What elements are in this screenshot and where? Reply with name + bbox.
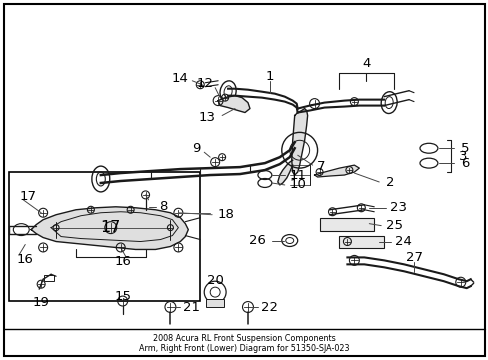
Text: 1: 1	[265, 70, 274, 83]
Bar	[339, 235, 384, 248]
Text: 26: 26	[248, 234, 265, 247]
Bar	[319, 218, 373, 231]
Polygon shape	[291, 109, 307, 175]
Text: 14: 14	[171, 72, 188, 85]
Text: 21: 21	[183, 301, 200, 314]
Text: 16: 16	[114, 255, 131, 268]
Text: 4: 4	[362, 57, 370, 71]
Text: 2: 2	[386, 176, 394, 189]
Text: 8: 8	[159, 200, 167, 213]
Text: 17: 17	[19, 190, 36, 203]
Text: 11: 11	[289, 168, 306, 181]
Text: 3: 3	[458, 150, 467, 163]
Text: 9: 9	[191, 142, 200, 155]
Text: 12: 12	[196, 77, 213, 90]
Text: 16: 16	[16, 253, 33, 266]
Text: 22: 22	[261, 301, 277, 314]
Text: 13: 13	[198, 111, 215, 124]
Polygon shape	[314, 165, 359, 177]
Bar	[44, 275, 54, 281]
Bar	[206, 299, 224, 307]
Text: Arm, Right Front (Lower) Diagram for 51350-SJA-023: Arm, Right Front (Lower) Diagram for 513…	[139, 344, 348, 353]
Bar	[9, 172, 200, 301]
Polygon shape	[277, 160, 292, 185]
Text: 27: 27	[405, 251, 422, 264]
Polygon shape	[31, 207, 188, 249]
Polygon shape	[218, 96, 249, 113]
Text: 2008 Acura RL Front Suspension Components: 2008 Acura RL Front Suspension Component…	[152, 334, 335, 343]
Text: 23: 23	[389, 201, 407, 214]
Text: 5: 5	[460, 142, 468, 155]
Text: 7: 7	[316, 159, 325, 172]
Text: 6: 6	[460, 157, 468, 170]
Text: 15: 15	[114, 289, 131, 303]
Text: 10: 10	[289, 179, 306, 192]
Text: 25: 25	[386, 219, 403, 232]
Text: 18: 18	[217, 208, 234, 221]
Text: 19: 19	[33, 296, 49, 309]
Text: 24: 24	[394, 235, 411, 248]
Text: 17: 17	[101, 220, 121, 235]
Text: 20: 20	[206, 274, 223, 287]
